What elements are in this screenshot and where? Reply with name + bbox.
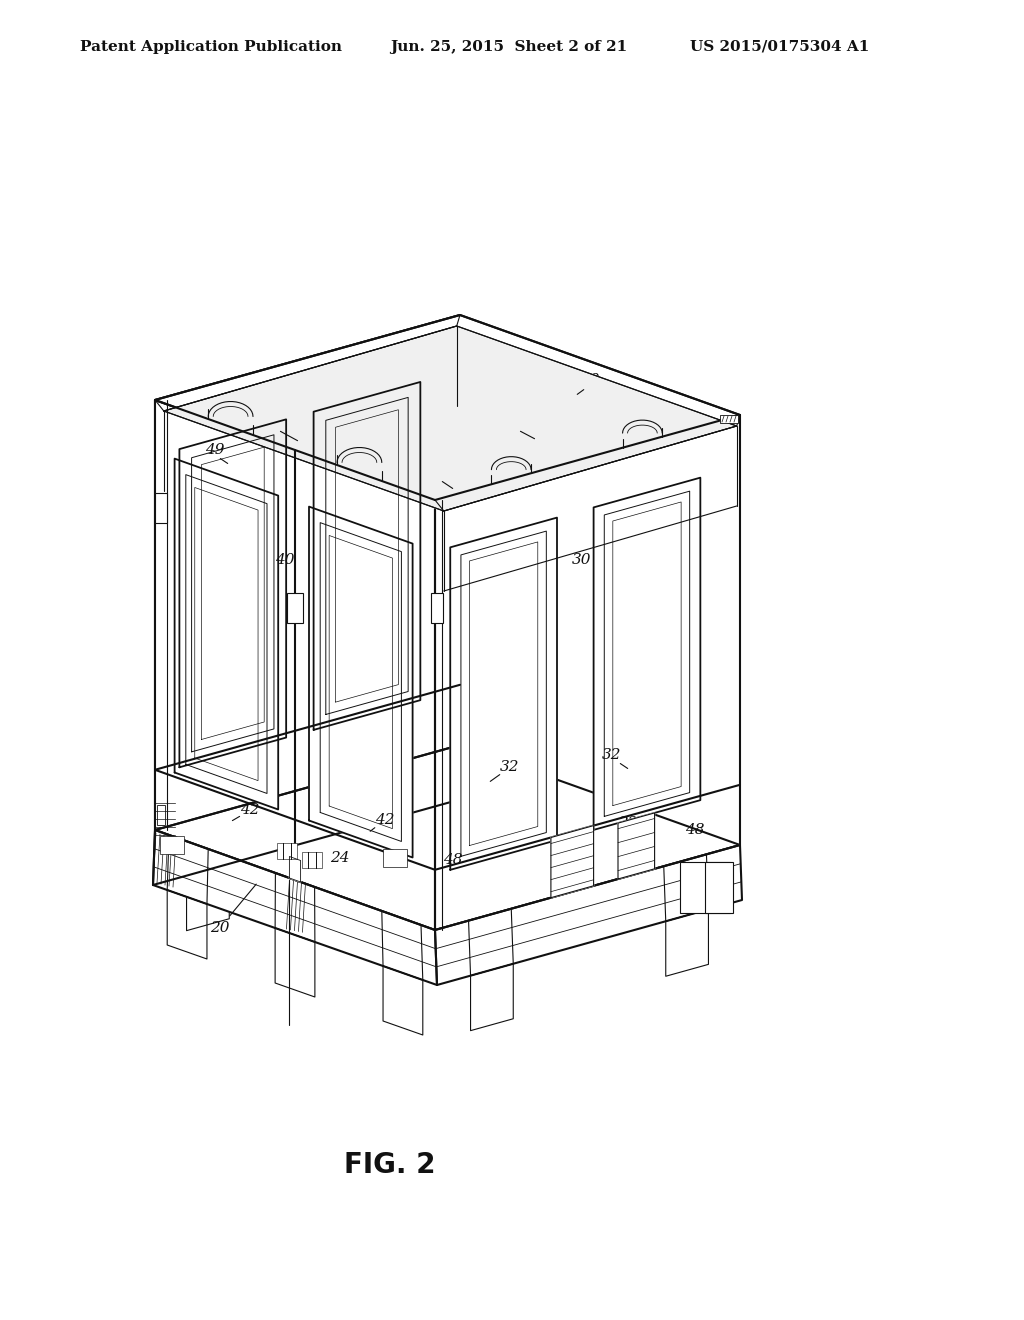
Text: FIG. 2: FIG. 2: [344, 1151, 436, 1179]
Bar: [706, 862, 733, 913]
Polygon shape: [153, 744, 460, 884]
Text: 49: 49: [581, 374, 600, 387]
Polygon shape: [309, 507, 413, 858]
Polygon shape: [179, 420, 286, 767]
Text: 32: 32: [602, 748, 622, 762]
Polygon shape: [155, 400, 435, 931]
Text: 37: 37: [425, 469, 444, 482]
Polygon shape: [175, 458, 279, 809]
Text: 32: 32: [501, 760, 520, 774]
Text: 49: 49: [205, 444, 224, 457]
Text: 39: 39: [501, 418, 520, 432]
Text: Jun. 25, 2015  Sheet 2 of 21: Jun. 25, 2015 Sheet 2 of 21: [390, 40, 628, 54]
Polygon shape: [167, 836, 208, 904]
Polygon shape: [153, 830, 437, 985]
Polygon shape: [275, 873, 315, 942]
Bar: [160, 836, 184, 854]
Bar: [287, 593, 303, 623]
Text: Patent Application Publication: Patent Application Publication: [80, 40, 342, 54]
Bar: [302, 853, 322, 869]
Polygon shape: [435, 845, 742, 985]
Polygon shape: [382, 809, 425, 876]
Polygon shape: [155, 315, 460, 830]
Polygon shape: [451, 517, 557, 870]
Polygon shape: [664, 854, 709, 921]
Text: 20: 20: [210, 921, 229, 935]
Text: 39: 39: [260, 418, 280, 432]
Polygon shape: [382, 754, 426, 821]
Polygon shape: [594, 478, 700, 830]
Text: 48: 48: [443, 853, 463, 867]
Text: 42: 42: [241, 803, 260, 817]
Polygon shape: [435, 414, 740, 931]
Text: 42: 42: [375, 813, 394, 828]
Text: US 2015/0175304 A1: US 2015/0175304 A1: [690, 40, 869, 54]
Bar: [383, 849, 407, 867]
Polygon shape: [383, 966, 423, 1035]
Text: 40: 40: [388, 851, 402, 862]
Polygon shape: [164, 326, 736, 511]
Bar: [431, 593, 443, 623]
Polygon shape: [313, 381, 420, 730]
Text: 30: 30: [572, 553, 592, 568]
Polygon shape: [618, 813, 654, 879]
Polygon shape: [186, 809, 231, 875]
Polygon shape: [471, 964, 513, 1031]
Polygon shape: [155, 315, 740, 500]
Text: 22: 22: [618, 816, 638, 830]
Text: 48: 48: [685, 822, 705, 837]
Bar: [680, 862, 730, 913]
Polygon shape: [275, 928, 315, 997]
Bar: [157, 805, 165, 825]
Bar: [276, 843, 297, 859]
Text: 40: 40: [388, 851, 402, 862]
Text: 40: 40: [165, 840, 179, 849]
Polygon shape: [290, 857, 301, 882]
Text: 24: 24: [331, 851, 350, 865]
Text: 40: 40: [275, 553, 295, 568]
Polygon shape: [382, 911, 423, 979]
Polygon shape: [469, 908, 513, 975]
Polygon shape: [551, 825, 594, 898]
Bar: [155, 492, 167, 523]
Bar: [720, 414, 738, 422]
Text: 40: 40: [165, 840, 179, 849]
Polygon shape: [666, 909, 709, 977]
Polygon shape: [186, 863, 229, 931]
Polygon shape: [167, 890, 207, 960]
Polygon shape: [155, 744, 740, 931]
